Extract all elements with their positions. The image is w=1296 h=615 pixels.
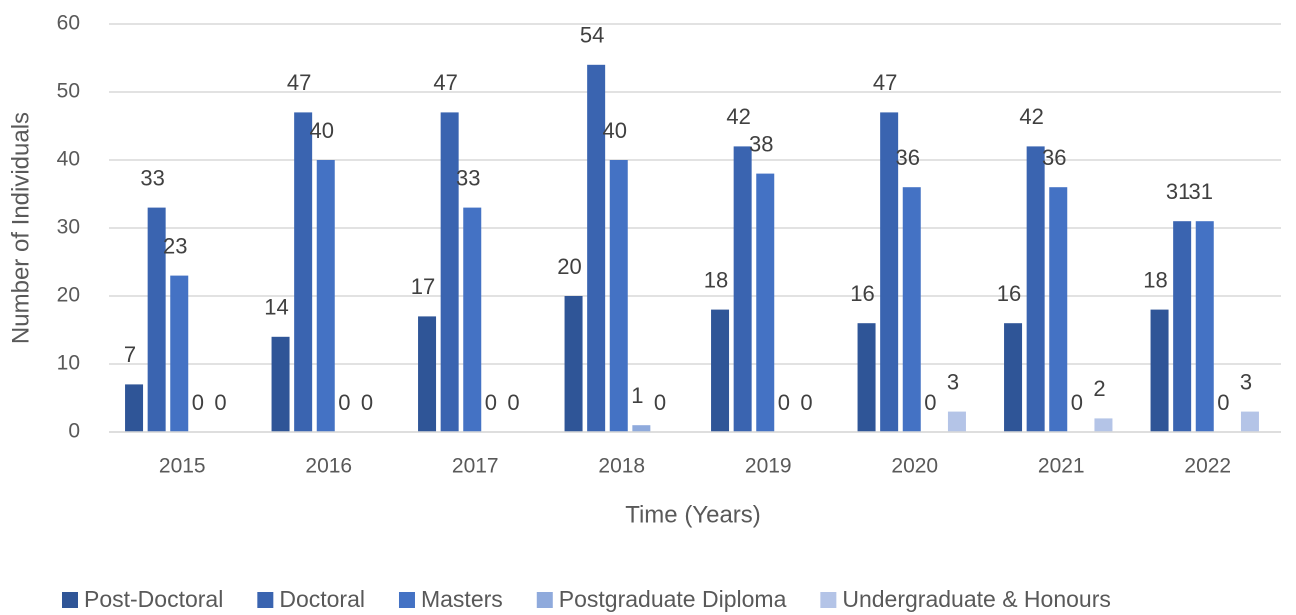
- bar: [733, 146, 752, 432]
- legend-swatch: [820, 592, 837, 608]
- y-tick-label: 40: [57, 148, 80, 171]
- value-label: 33: [456, 165, 480, 190]
- bar: [609, 160, 628, 432]
- legend-label: Undergraduate & Honours: [842, 586, 1111, 612]
- legend-label: Post-Doctoral: [84, 586, 223, 612]
- legend-swatch: [62, 592, 78, 608]
- bar: [587, 64, 606, 433]
- value-label: 42: [1019, 104, 1043, 129]
- bar: [463, 207, 482, 432]
- bar: [1150, 309, 1169, 432]
- value-label: 16: [997, 281, 1021, 306]
- bar: [857, 323, 876, 432]
- value-label: 0: [800, 390, 812, 415]
- y-tick-label: 50: [57, 80, 80, 103]
- value-label: 3: [1240, 369, 1252, 394]
- value-label: 47: [287, 70, 311, 95]
- value-label: 31: [1166, 179, 1190, 204]
- value-label: 17: [411, 274, 435, 299]
- x-tick-label: 2015: [159, 455, 206, 478]
- value-label: 33: [140, 165, 164, 190]
- bar: [125, 384, 144, 432]
- bar: [316, 160, 335, 432]
- value-label: 0: [924, 390, 936, 415]
- value-label: 3: [947, 369, 959, 394]
- value-label: 18: [704, 267, 728, 292]
- legend-swatch: [257, 592, 274, 608]
- bar: [711, 309, 730, 432]
- bar: [880, 112, 899, 433]
- legend-label: Postgraduate Diploma: [559, 586, 787, 612]
- value-label: 0: [192, 390, 204, 415]
- bar: [947, 411, 966, 432]
- value-label: 2: [1093, 376, 1105, 401]
- x-tick-label: 2022: [1184, 455, 1231, 478]
- x-tick-label: 2019: [745, 455, 792, 478]
- value-label: 0: [654, 390, 666, 415]
- value-label: 54: [580, 23, 604, 48]
- value-label: 14: [264, 295, 288, 320]
- value-label: 31: [1189, 179, 1213, 204]
- value-label: 40: [603, 118, 627, 143]
- bar: [440, 112, 459, 433]
- y-tick-label: 10: [57, 352, 80, 375]
- value-label: 36: [1042, 145, 1066, 170]
- bar: [1173, 221, 1192, 432]
- value-label: 0: [485, 390, 497, 415]
- y-tick-label: 20: [57, 284, 80, 307]
- value-label: 38: [749, 131, 773, 156]
- bar: [1094, 418, 1113, 432]
- bar: [1240, 411, 1259, 432]
- value-label: 7: [124, 342, 136, 367]
- value-label: 0: [778, 390, 790, 415]
- value-label: 0: [338, 390, 350, 415]
- bar: [294, 112, 313, 433]
- value-label: 47: [873, 70, 897, 95]
- x-tick-label: 2017: [452, 455, 499, 478]
- bar: [632, 425, 651, 432]
- bar: [564, 296, 583, 432]
- value-label: 18: [1143, 267, 1167, 292]
- value-label: 23: [163, 233, 187, 258]
- x-tick-label: 2021: [1038, 455, 1085, 478]
- value-label: 36: [896, 145, 920, 170]
- value-label: 0: [214, 390, 226, 415]
- value-label: 0: [1217, 390, 1229, 415]
- bar: [1049, 187, 1068, 432]
- value-label: 0: [1071, 390, 1083, 415]
- value-label: 0: [361, 390, 373, 415]
- x-tick-label: 2016: [305, 455, 352, 478]
- bar: [170, 275, 189, 432]
- legend-swatch: [536, 592, 553, 608]
- bar: [1004, 323, 1023, 432]
- x-tick-label: 2018: [598, 455, 645, 478]
- x-tick-label: 2020: [891, 455, 938, 478]
- value-label: 0: [507, 390, 519, 415]
- value-label: 47: [433, 70, 457, 95]
- x-axis-label: Time (Years): [625, 501, 761, 528]
- bar: [756, 173, 775, 432]
- bar: [147, 207, 166, 432]
- y-tick-label: 60: [57, 12, 80, 35]
- value-label: 20: [557, 254, 581, 279]
- bar: [1026, 146, 1045, 432]
- value-label: 16: [850, 281, 874, 306]
- y-axis-label: Number of Individuals: [7, 112, 34, 344]
- legend-label: Doctoral: [279, 586, 365, 612]
- y-tick-label: 0: [68, 420, 80, 443]
- value-label: 1: [631, 383, 643, 408]
- y-tick-label: 30: [57, 216, 80, 239]
- bar: [902, 187, 921, 432]
- bar: [418, 316, 437, 432]
- legend-label: Masters: [421, 586, 503, 612]
- bar: [1195, 221, 1214, 432]
- value-label: 42: [726, 104, 750, 129]
- legend-swatch: [398, 592, 415, 608]
- value-label: 40: [310, 118, 334, 143]
- bar: [271, 336, 290, 432]
